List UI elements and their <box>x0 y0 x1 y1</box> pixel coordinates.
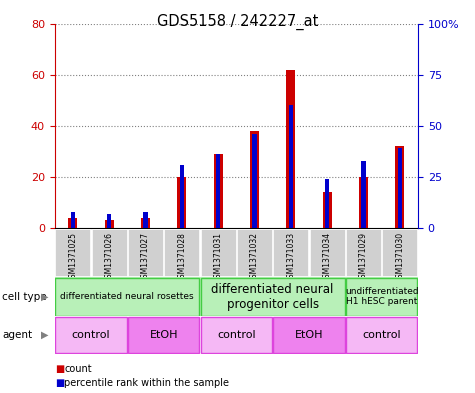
Text: ▶: ▶ <box>41 292 49 302</box>
Bar <box>214 154 223 228</box>
Bar <box>346 229 381 276</box>
Text: cell type: cell type <box>2 292 47 302</box>
Text: GSM1371028: GSM1371028 <box>177 232 186 283</box>
Bar <box>310 229 344 276</box>
Text: ■: ■ <box>55 378 64 388</box>
Bar <box>286 70 295 228</box>
Text: GSM1371032: GSM1371032 <box>250 232 259 283</box>
Bar <box>289 105 293 228</box>
Text: EtOH: EtOH <box>149 330 178 340</box>
Text: control: control <box>72 330 110 340</box>
Bar <box>237 229 272 276</box>
Text: GSM1371027: GSM1371027 <box>141 232 150 283</box>
Bar <box>128 317 199 353</box>
Text: GSM1371034: GSM1371034 <box>323 232 332 283</box>
Bar <box>92 229 126 276</box>
Bar <box>346 317 417 353</box>
Bar <box>252 134 256 228</box>
Bar <box>68 218 77 228</box>
Bar <box>216 154 220 228</box>
Text: GSM1371030: GSM1371030 <box>395 232 404 283</box>
Text: percentile rank within the sample: percentile rank within the sample <box>64 378 229 388</box>
Bar <box>177 177 186 228</box>
Bar <box>201 229 236 276</box>
Bar <box>398 148 402 228</box>
Bar <box>325 179 329 228</box>
Bar <box>382 229 417 276</box>
Text: ▶: ▶ <box>41 330 49 340</box>
Text: undifferentiated
H1 hESC parent: undifferentiated H1 hESC parent <box>345 287 418 307</box>
Bar <box>128 229 163 276</box>
Text: differentiated neural rosettes: differentiated neural rosettes <box>60 292 194 301</box>
Bar <box>361 160 366 228</box>
Bar <box>56 278 199 316</box>
Bar <box>250 131 259 228</box>
Bar <box>164 229 199 276</box>
Text: ■: ■ <box>55 364 64 375</box>
Text: GSM1371026: GSM1371026 <box>104 232 114 283</box>
Text: differentiated neural
progenitor cells: differentiated neural progenitor cells <box>211 283 334 311</box>
Bar <box>180 165 184 228</box>
Bar <box>56 229 90 276</box>
Text: GSM1371025: GSM1371025 <box>68 232 77 283</box>
Bar <box>274 317 344 353</box>
Bar <box>141 218 150 228</box>
Text: EtOH: EtOH <box>294 330 323 340</box>
Text: agent: agent <box>2 330 32 340</box>
Text: control: control <box>217 330 256 340</box>
Bar <box>71 211 75 228</box>
Text: control: control <box>362 330 401 340</box>
Bar <box>201 317 272 353</box>
Bar <box>346 278 417 316</box>
Bar <box>395 146 404 228</box>
Bar <box>143 211 148 228</box>
Text: GSM1371029: GSM1371029 <box>359 232 368 283</box>
Bar <box>274 229 308 276</box>
Text: count: count <box>64 364 92 375</box>
Bar <box>107 214 111 228</box>
Bar <box>323 192 332 228</box>
Text: GSM1371033: GSM1371033 <box>286 232 295 283</box>
Bar <box>56 317 126 353</box>
Bar <box>201 278 344 316</box>
Text: GDS5158 / 242227_at: GDS5158 / 242227_at <box>157 14 318 30</box>
Text: GSM1371031: GSM1371031 <box>214 232 223 283</box>
Bar <box>104 220 114 228</box>
Bar <box>359 177 368 228</box>
